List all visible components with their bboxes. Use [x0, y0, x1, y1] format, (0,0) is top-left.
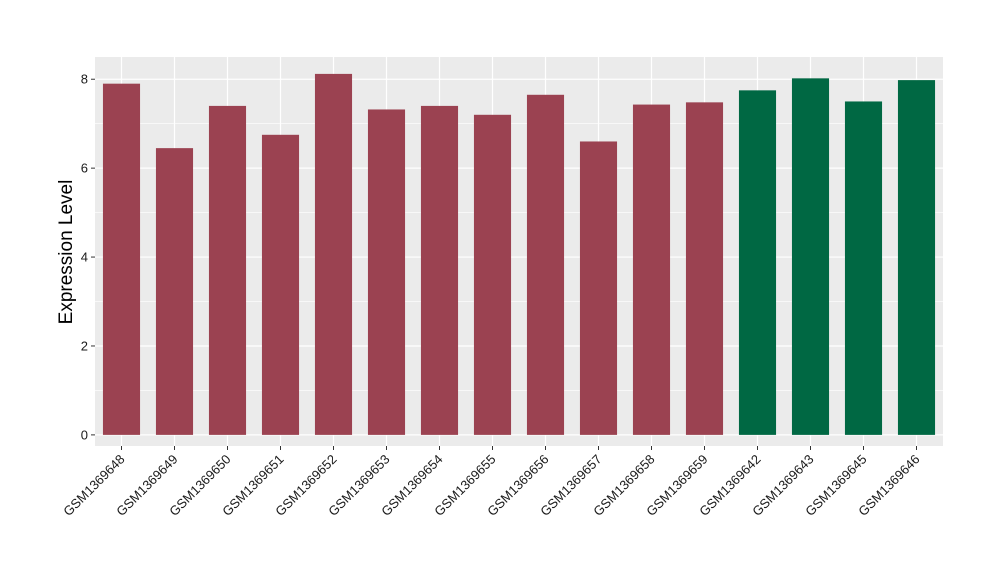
- bar-GSM1369655: [473, 114, 512, 435]
- y-tick-label: 4: [81, 250, 88, 265]
- bar-GSM1369656: [526, 94, 565, 435]
- bar-GSM1369659: [685, 102, 724, 435]
- bar-GSM1369651: [261, 134, 300, 435]
- y-tick-label: 8: [81, 72, 88, 87]
- y-tick-label: 0: [81, 427, 88, 442]
- y-tick-label: 6: [81, 161, 88, 176]
- bar-GSM1369649: [155, 148, 194, 435]
- bar-GSM1369652: [314, 73, 353, 435]
- bar-GSM1369654: [420, 105, 459, 435]
- bar-GSM1369642: [738, 90, 777, 435]
- y-tick-label: 2: [81, 338, 88, 353]
- y-axis-title: Expression Level: [56, 180, 77, 325]
- bar-GSM1369643: [791, 78, 830, 435]
- bar-GSM1369653: [367, 109, 406, 435]
- bar-GSM1369650: [208, 105, 247, 435]
- bar-GSM1369648: [102, 83, 141, 435]
- bar-GSM1369645: [844, 101, 883, 435]
- y-axis: 0 2 4 6 8: [81, 72, 95, 442]
- bars: [102, 73, 936, 435]
- x-axis: GSM1369648GSM1369649GSM1369650GSM1369651…: [60, 446, 923, 519]
- bar-GSM1369658: [632, 104, 671, 435]
- bar-GSM1369657: [579, 141, 618, 435]
- bar-GSM1369646: [897, 80, 936, 435]
